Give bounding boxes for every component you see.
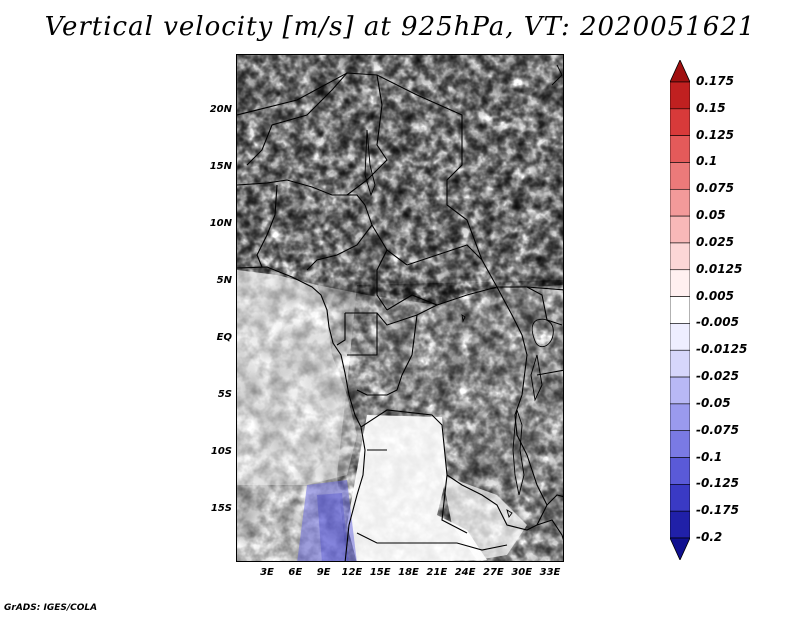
colorbar-label: -0.175 [696,503,739,518]
colorbar-label: 0.025 [696,234,734,249]
colorbar-swatch [670,323,690,351]
x-tick-label: 30E [511,567,533,578]
colorbar-label: -0.075 [696,422,739,437]
colorbar-swatch [670,269,690,297]
chart-title: Vertical velocity [m/s] at 925hPa, VT: 2… [44,12,756,42]
colorbar-label: -0.05 [696,395,731,410]
colorbar-swatch [670,430,690,458]
x-tick-label: 18E [398,567,419,578]
colorbar-swatch [670,162,690,190]
x-tick-label: 3E [260,567,274,578]
colorbar-swatch [670,242,690,271]
colorbar-swatch [670,376,690,405]
x-tick-label: 9E [316,567,331,578]
map-panel [236,54,564,562]
colorbar-label: 0.125 [696,127,734,142]
colorbar-label: 0.1 [696,154,718,169]
colorbar-label: -0.1 [696,449,723,464]
y-tick-label: EQ [216,332,232,343]
colorbar-swatch [670,403,690,432]
colorbar-label: -0.025 [696,369,739,384]
colorbar-label: 0.0125 [696,261,743,276]
colorbar-label: 0.175 [696,74,734,88]
colorbar-label: -0.125 [696,476,739,491]
x-tick-label: 27E [483,567,504,578]
velocity-field-map [237,55,563,561]
colorbar-label: -0.005 [696,315,739,330]
y-tick-label: 10S [210,446,232,457]
colorbar [670,60,690,560]
colorbar-label: 0.15 [696,100,726,115]
y-tick-label: 10N [209,218,232,229]
y-tick-label: 20N [209,104,232,115]
colorbar-swatch [670,215,690,244]
colorbar-top-arrow [670,60,690,83]
x-tick-label: 6E [288,567,303,578]
colorbar-swatch [670,108,690,136]
colorbar-swatch [670,457,690,485]
colorbar-swatch [670,188,690,217]
x-tick-label: 33E [539,567,561,578]
colorbar-swatch [670,296,690,324]
colorbar-swatch [670,135,690,163]
colorbar-swatch [670,484,690,512]
x-tick-label: 15E [369,567,391,578]
y-tick-label: 5S [217,389,232,400]
colorbar-swatch [670,81,690,110]
colorbar-label: 0.05 [696,208,726,223]
colorbar-swatch [670,510,690,539]
footer-credit: GrADS: IGES/COLA [4,603,98,613]
colorbar-label: -0.2 [696,530,723,544]
colorbar-label: -0.0125 [696,342,748,357]
y-tick-label: 15S [210,503,232,514]
x-tick-label: 12E [341,567,363,578]
x-tick-label: 24E [454,567,476,578]
y-tick-label: 15N [209,161,232,172]
x-tick-label: 21E [426,567,448,578]
colorbar-bottom-arrow [670,537,690,560]
colorbar-swatch [670,349,690,378]
y-tick-label: 5N [216,275,232,286]
colorbar-label: 0.075 [696,181,734,196]
colorbar-label: 0.005 [696,288,734,303]
